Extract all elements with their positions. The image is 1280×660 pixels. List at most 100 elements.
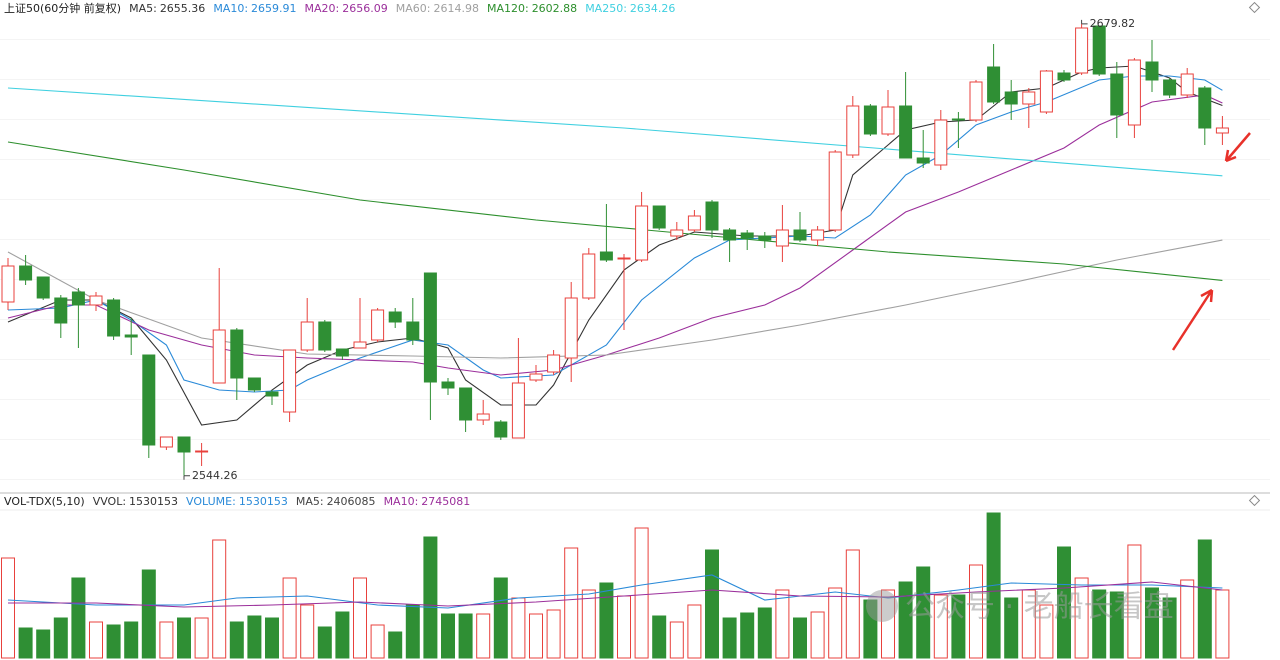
volume-bar [458,613,473,659]
volume-bar [828,587,843,659]
ma-line [7,141,1223,281]
header: 上证50(60分钟 前复权) MA5: 2655.36 MA10: 2659.91 MA2… [4,1,675,15]
candle-body [54,297,68,324]
volume-bar [423,536,438,659]
settings-icon[interactable] [1248,494,1261,507]
candle-body [723,229,737,241]
volume-bar [441,613,455,659]
legend-label: VVOL: [93,495,126,508]
volume-bar [511,597,526,659]
annotation: 2679.82 [1090,17,1136,30]
candle-body [740,232,754,239]
volume-bar [194,617,209,659]
candle-body [828,151,842,231]
candle-body [1215,127,1229,134]
legend-label: MA60: [396,2,431,15]
legend-label: MA10: [213,2,248,15]
volume-bar [546,609,561,659]
volume-bar [617,595,631,659]
volume-bar [212,539,227,659]
candle-body [230,329,244,379]
candle-body [19,265,33,281]
candle-body [1198,87,1212,129]
volume-bar [1074,577,1089,659]
candle-body [1145,61,1159,81]
candle-body [300,321,314,351]
volume-bar [529,613,543,659]
volume-bar [124,621,139,659]
volume-bar [1039,604,1054,659]
candle-body [863,105,877,135]
candle-body [1039,70,1053,113]
watermark-icon [866,590,898,622]
volume-bar [740,612,755,659]
volume-bar [71,577,86,659]
candle-body [599,251,613,261]
volume-bar [247,615,262,659]
candle-body [916,157,930,164]
volume-bar [757,607,772,659]
candle-body [124,334,138,338]
red-arrow [1171,288,1214,351]
volume-bar [933,594,948,659]
candle-body [247,377,261,391]
candle-body [212,329,226,384]
volume-bar [1004,597,1019,659]
candle-body [459,387,473,421]
candle-body [283,349,297,413]
volume-bar [705,549,719,659]
candle-body [1022,91,1036,105]
candle-body [1057,72,1071,81]
legend-label: MA5: [129,2,157,15]
volume-bar [388,631,403,659]
volume-bar [370,624,385,659]
candle-body [969,81,983,121]
ma-line [7,574,1223,609]
ma-line [7,87,1223,177]
legend-label: MA10: [384,495,419,508]
volume-bar [916,566,931,659]
legend-value: 2656.09 [342,2,388,15]
volume-bar [476,613,491,659]
legend-value: 2634.26 [630,2,676,15]
volume-bar [53,617,68,659]
volume-bar [564,547,579,659]
candle-body [775,229,789,247]
legend-value: 2745081 [421,495,470,508]
volume-bar [282,577,297,659]
settings-icon[interactable] [1248,1,1261,14]
chart-title: 上证50(60分钟 前复权) [4,1,121,15]
ma-line [7,75,1223,393]
volume-bar [18,627,33,659]
candle-body [353,341,367,349]
candle-body [934,119,948,166]
candle-body [582,253,596,299]
candle-body [899,105,913,159]
volume-bar [722,617,737,659]
legend-value: 2655.36 [160,2,206,15]
candle-body [811,229,825,241]
volume-bar [810,611,825,659]
legend-value: 2659.91 [251,2,297,15]
volume-bar [669,621,684,659]
candle-body [476,413,490,421]
ma-line [7,65,1223,426]
volume-bar [1109,591,1124,659]
volume-bar [581,589,596,659]
chart-title: VOL-TDX(5,10) [4,495,85,508]
ma-line [7,239,1223,359]
candle-body [564,297,578,359]
candle-body [71,291,85,306]
candle-body [881,106,895,135]
volume-bar [845,549,860,659]
legend-value: 1530153 [239,495,288,508]
volume-bar [1197,539,1212,659]
volume-bar [353,577,367,659]
legend-label: MA250: [585,2,627,15]
volume-bar [775,589,790,659]
annotation-pointer [183,475,190,480]
volume-bar [317,626,332,659]
legend-label: MA5: [296,495,324,508]
candle-body [265,391,279,397]
candle-body [107,299,121,337]
